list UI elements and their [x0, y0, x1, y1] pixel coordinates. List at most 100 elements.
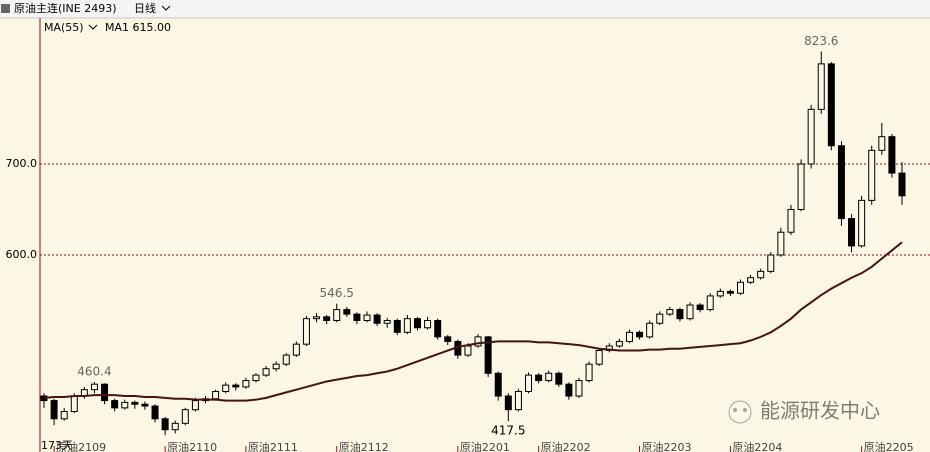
candle-body [212, 390, 220, 400]
x-tick-label: 原油2111 [248, 440, 298, 452]
candle-body [292, 343, 300, 356]
candle-body [706, 295, 714, 311]
period-caret [161, 5, 171, 11]
candle-body [60, 411, 68, 420]
candle-body [434, 319, 442, 338]
x-tick-label: 原油2204 [732, 440, 782, 452]
candle-body [353, 313, 361, 321]
candle-body [565, 383, 573, 397]
candle-body [222, 384, 230, 392]
candle-body [131, 401, 139, 405]
candle-body [656, 313, 664, 324]
ma-line [43, 241, 903, 402]
candle-body [50, 400, 58, 420]
candle-body [837, 145, 845, 220]
header-icon [1, 4, 10, 13]
candle-body [373, 314, 381, 324]
candle-body [464, 345, 472, 356]
x-tick-label: 原油2110 [167, 440, 217, 452]
candle-body [181, 409, 189, 424]
candle-body [898, 172, 906, 197]
candle-body [282, 354, 290, 365]
y-tick-label: 700.0 [6, 157, 38, 170]
candle-body [625, 331, 633, 342]
candle-body [272, 363, 280, 370]
candle-body [787, 208, 795, 233]
annotation: 823.6 [804, 34, 838, 48]
candle-body [848, 218, 856, 247]
candle-body [767, 254, 775, 272]
candle-body [90, 383, 98, 391]
candle-body [585, 363, 593, 382]
candle-body [535, 374, 543, 382]
candle-body [858, 199, 866, 247]
candle-body [696, 304, 704, 311]
x-tick-label: 原油2201 [460, 440, 510, 452]
candle-body [514, 390, 522, 411]
candle-body [686, 304, 694, 320]
annotation: 417.5 [491, 424, 525, 438]
candle-body [555, 372, 563, 385]
candle-body [413, 318, 421, 329]
candle-body [817, 63, 825, 110]
candle-body [716, 290, 724, 297]
candle-body [111, 400, 119, 409]
candle-body [747, 277, 755, 283]
candle-body [313, 316, 321, 320]
candle-body [403, 318, 411, 333]
candle-body [484, 336, 492, 374]
watermark: 能源研发中心 [728, 399, 880, 424]
candle-body [393, 319, 401, 333]
candle-body [545, 372, 553, 382]
candle-body [424, 319, 432, 329]
candle-body [474, 336, 482, 347]
candle-body [807, 108, 815, 165]
x-tick-label: 原油2112 [339, 440, 389, 452]
header-bar [0, 0, 930, 18]
candle-body [868, 149, 876, 201]
indicator[interactable]: MA(55) [44, 21, 84, 34]
title: 原油主连(INE 2493) [14, 1, 117, 15]
candle-body [726, 290, 734, 294]
period[interactable]: 日线 [134, 1, 156, 15]
candle-body [363, 314, 371, 321]
candle-body [161, 418, 169, 431]
watermark-text: 能源研发中心 [760, 399, 880, 423]
candle-body [525, 374, 533, 392]
candle-body [70, 395, 78, 413]
candle-body [232, 384, 240, 388]
watermark-icon [728, 400, 752, 424]
x-tick-label: 原油2202 [541, 440, 591, 452]
candle-body [878, 136, 886, 151]
candle-body [797, 163, 805, 210]
candle-body [646, 322, 654, 338]
candle-body [383, 319, 391, 324]
candle-body [242, 380, 250, 388]
ma-legend: MA1 615.00 [105, 21, 171, 34]
watermark-icon-dot [733, 408, 737, 412]
candle-body [171, 422, 179, 431]
candle-body [141, 403, 149, 407]
candle-body [121, 401, 129, 409]
x-tick-label: 原油2205 [864, 440, 914, 452]
candle-body [504, 395, 512, 411]
candle-body [494, 372, 502, 397]
candle-body [333, 309, 341, 321]
candle-body [191, 400, 199, 411]
annotation: 460.4 [77, 365, 111, 379]
candle-body [444, 336, 452, 342]
candle-body [343, 309, 351, 315]
candle-body [615, 340, 623, 347]
candle-body [666, 309, 674, 315]
candle-body [827, 63, 835, 147]
x-tick-label: 原油2203 [642, 440, 692, 452]
candle-body [888, 136, 896, 174]
candle-body [252, 374, 260, 382]
candle-body [302, 318, 310, 345]
candle-body [676, 309, 684, 320]
candle-body [595, 350, 603, 365]
x-tick-label: 原油2109 [56, 440, 106, 452]
annotation: 546.5 [320, 286, 354, 300]
candle-body [262, 368, 270, 376]
